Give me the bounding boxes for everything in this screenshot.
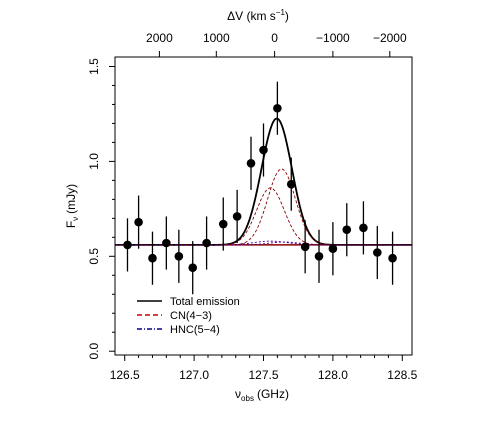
data-point-5 [188,263,198,272]
data-point-8 [232,212,242,221]
model-curve-1 [115,168,412,246]
data-point-4 [174,251,184,261]
data-point-17 [359,223,368,233]
data-point-14 [314,251,324,261]
data-point-15 [328,244,338,254]
y-tick-label-0: 0.0 [87,343,101,360]
y-tick-label-1: 0.5 [87,248,101,265]
x-tick-label-2: 127.5 [248,368,278,382]
top-tick-label-3: −1000 [316,31,350,45]
x-axis-title: νobs (GHz) [235,387,289,403]
data-point-1 [134,217,143,227]
y-tick-label-3: 1.5 [87,58,101,75]
top-axis-title: ΔV (km s−1) [227,8,289,23]
data-point-3 [162,238,171,248]
data-point-19 [388,253,397,263]
data-point-13 [300,242,310,252]
top-tick-label-4: −2000 [373,31,407,45]
data-point-6 [202,238,211,248]
plot-frame [114,56,413,356]
legend-label-0: Total emission [170,296,240,308]
top-tick-label-2: 0 [271,31,278,45]
legend: Total emission CN(4−3) HNC(5−4) [137,296,240,336]
model-curve-2 [115,187,412,246]
x-tick-label-0: 126.5 [110,368,140,382]
x-tick-label-4: 128.5 [387,368,417,382]
data-point-0 [123,240,132,250]
data-point-2 [148,253,157,263]
y-tick-label-2: 1.0 [87,153,101,170]
data-point-10 [259,145,268,155]
data-point-9 [246,158,256,168]
top-tick-label-0: 2000 [146,31,173,45]
legend-label-2: HNC(5−4) [170,324,220,336]
top-tick-label-1: 1000 [203,31,230,45]
x-tick-label-3: 128.0 [318,368,348,382]
legend-label-1: CN(4−3) [170,310,212,322]
data-points [123,81,397,295]
y-axis-title: Fν(mJy) [64,184,80,228]
data-point-12 [286,179,296,189]
data-point-18 [373,248,382,257]
data-point-16 [342,225,352,235]
x-tick-label-1: 127.0 [179,368,209,382]
data-point-7 [218,219,228,229]
data-point-11 [273,103,282,113]
axes: 126.5 127.0 127.5 128.0 128.5 2000 1000 0 −1000 −… [87,31,418,382]
